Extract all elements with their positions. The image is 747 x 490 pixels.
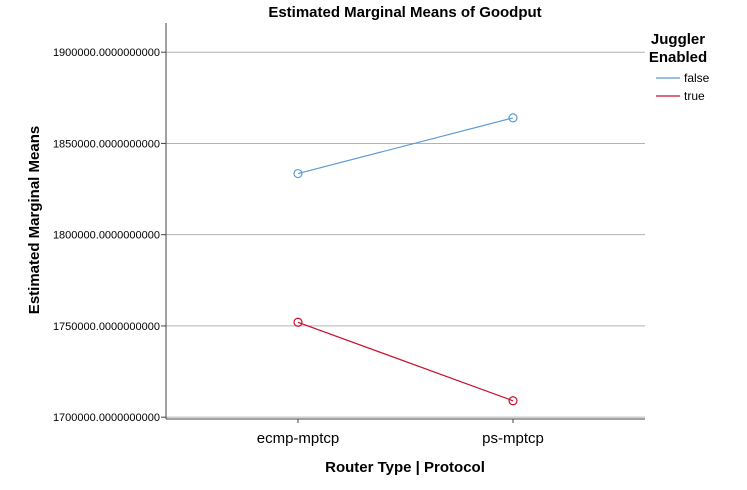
- series-lines: [293, 113, 518, 406]
- series-line-false: [297, 117, 514, 175]
- data-point-true: [508, 396, 518, 406]
- legend-title-line1: Juggler: [651, 31, 705, 48]
- chart-title: Estimated Marginal Means of Goodput: [268, 4, 541, 21]
- y-axis-label: Estimated Marginal Means: [26, 126, 43, 314]
- x-axis-label: Router Type | Protocol: [325, 459, 485, 476]
- y-tick-label: 1800000.0000000000: [53, 230, 160, 242]
- grid-lines: [166, 51, 645, 418]
- data-point-false: [508, 113, 518, 123]
- y-tick-label: 1750000.0000000000: [53, 321, 160, 333]
- y-tick-label: 1850000.0000000000: [53, 138, 160, 150]
- y-tick-label: 1900000.0000000000: [53, 47, 160, 59]
- y-tick-label: 1700000.0000000000: [53, 412, 160, 424]
- legend-title-line2: Enabled: [649, 49, 707, 66]
- data-point-true: [293, 317, 303, 327]
- x-tick-label: ecmp-mptcp: [257, 430, 340, 447]
- x-tick-label: ps-mptcp: [482, 430, 544, 447]
- series-line-true: [297, 321, 514, 402]
- legend-items: false true: [656, 71, 710, 103]
- axes: [161, 23, 645, 423]
- x-tick-labels: ecmp-mptcp ps-mptcp: [257, 430, 544, 447]
- legend-label-false: false: [684, 71, 710, 85]
- data-point-false: [293, 168, 303, 179]
- legend-label-true: true: [684, 89, 705, 103]
- legend: Juggler Enabled false true: [649, 31, 710, 103]
- y-tick-labels: 1900000.0000000000 1850000.0000000000 1800…: [53, 47, 160, 424]
